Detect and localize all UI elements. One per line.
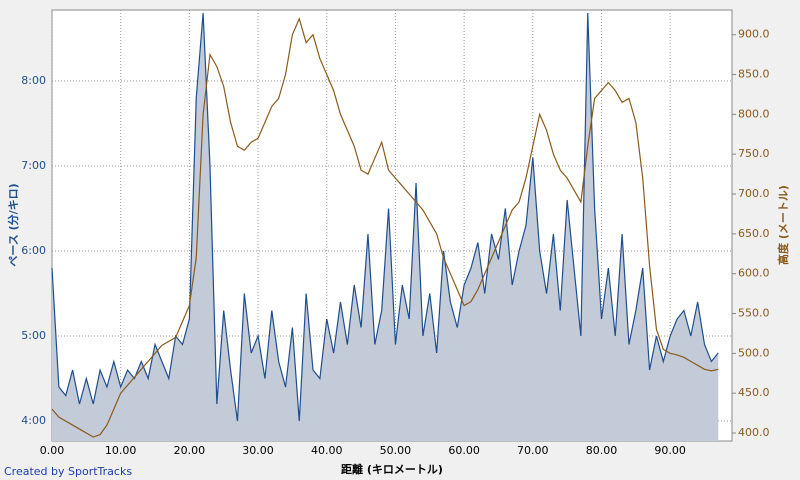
x-tick-label: 70.00	[517, 444, 549, 457]
x-tick-label: 60.00	[448, 444, 480, 457]
y2-tick-label: 700.0	[738, 187, 770, 200]
credit: Created by SportTracks	[4, 465, 132, 478]
y2-tick-label: 400.0	[738, 426, 770, 439]
y-tick-label: 8:00	[21, 74, 46, 87]
y2-tick-label: 450.0	[738, 386, 770, 399]
x-tick-label: 10.00	[105, 444, 137, 457]
y2-tick-label: 500.0	[738, 346, 770, 359]
y-tick-label: 4:00	[21, 414, 46, 427]
pace-area	[52, 12, 719, 442]
x-axis-label: 距離 (キロメートル)	[341, 462, 443, 476]
elevation-line	[51, 16, 719, 438]
y-tick-label: 5:00	[21, 329, 46, 342]
x-tick-label: 20.00	[174, 444, 206, 457]
y-tick-label: 6:00	[21, 244, 46, 257]
y2-axis-label: 高度 (メートル)	[776, 185, 790, 265]
x-tick-label: 30.00	[242, 444, 274, 457]
y2-tick-label: 850.0	[738, 68, 770, 81]
x-tick-label: 40.00	[311, 444, 343, 457]
x-tick-label: 50.00	[380, 444, 412, 457]
x-tick-label: 90.00	[654, 444, 686, 457]
y-axis-label: ペース (分/キロ)	[6, 183, 20, 266]
y2-tick-label: 550.0	[738, 307, 770, 320]
y2-tick-label: 750.0	[738, 147, 770, 160]
y2-tick-label: 650.0	[738, 227, 770, 240]
x-tick-label: 80.00	[586, 444, 618, 457]
y-tick-label: 7:00	[21, 159, 46, 172]
pace-line	[51, 12, 719, 422]
y2-tick-label: 900.0	[738, 28, 770, 41]
x-tick-label: 0.00	[40, 444, 65, 457]
y2-tick-label: 800.0	[738, 107, 770, 120]
y2-tick-label: 600.0	[738, 267, 770, 280]
